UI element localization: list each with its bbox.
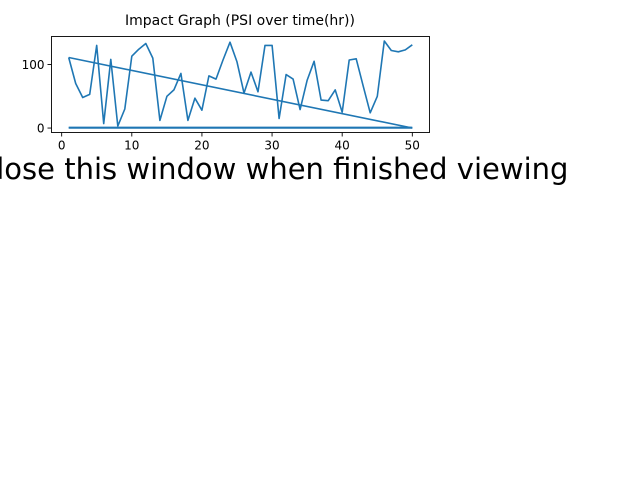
series-segment <box>68 56 413 129</box>
close-window-message: Close this window when finished viewing <box>0 152 569 186</box>
x-tick-label: 40 <box>335 139 350 153</box>
x-tick-label: 50 <box>405 139 420 153</box>
y-tick-label: 100 <box>22 58 45 72</box>
y-tick-label: 0 <box>37 122 45 136</box>
plot-frame <box>51 36 430 133</box>
x-tick-label: 10 <box>124 139 139 153</box>
x-tick-label: 20 <box>194 139 209 153</box>
chart-title: Impact Graph (PSI over time(hr)) <box>125 13 355 29</box>
series-line <box>67 40 413 127</box>
x-tick-label: 30 <box>264 139 279 153</box>
x-tick-label: 0 <box>58 139 66 153</box>
